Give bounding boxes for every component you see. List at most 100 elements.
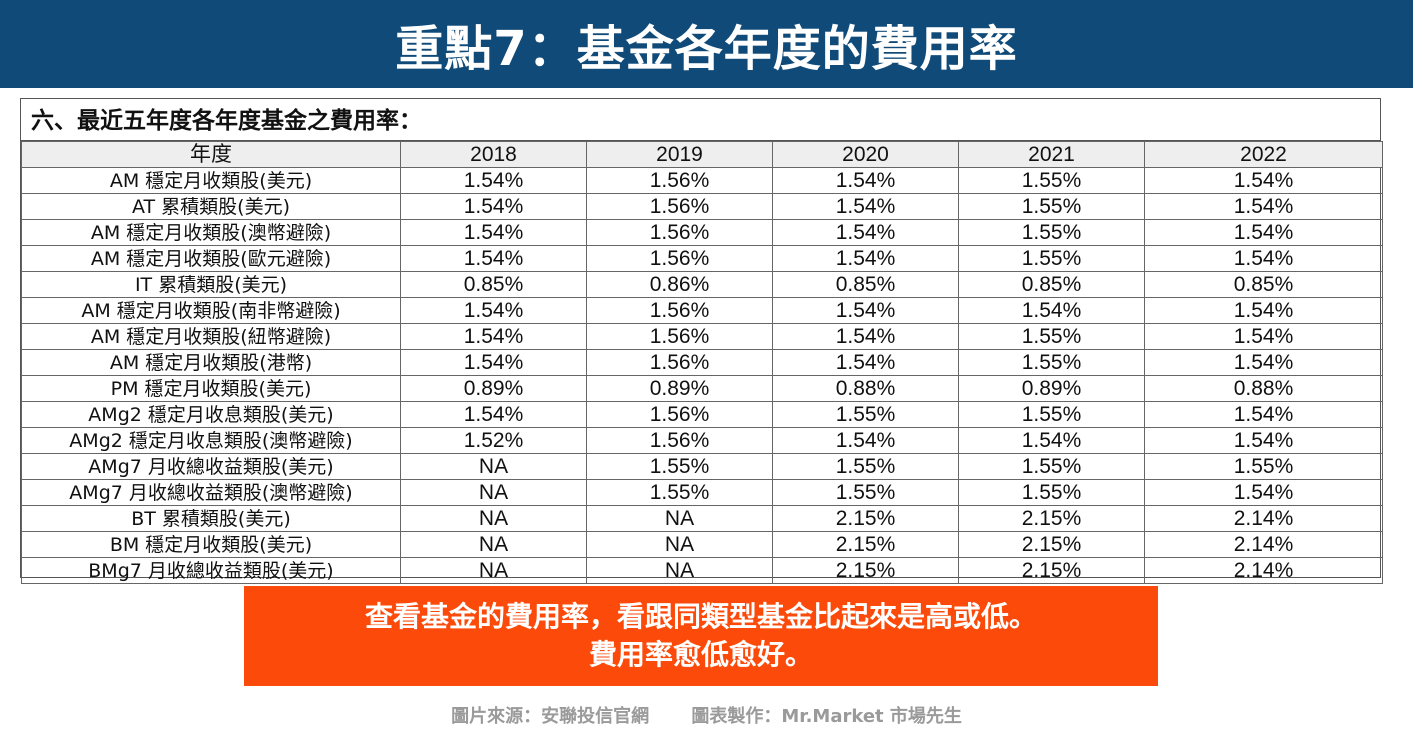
expense-ratio-cell: 1.54% xyxy=(772,219,959,246)
expense-ratio-cell: 2.15% xyxy=(772,557,959,584)
expense-ratio-cell: 1.54% xyxy=(1144,245,1383,272)
fund-class-cell: AM 穩定月收類股(紐幣避險) xyxy=(21,323,401,350)
expense-ratio-cell: 1.54% xyxy=(400,349,587,376)
table-row: AM 穩定月收類股(南非幣避險) 1.54% 1.56% 1.54% 1.54% 1.54… xyxy=(21,297,1383,324)
header-cell: 2021 xyxy=(958,141,1145,168)
expense-ratio-cell: 0.88% xyxy=(772,375,959,402)
expense-ratio-cell: 1.55% xyxy=(958,401,1145,428)
expense-ratio-cell: 1.55% xyxy=(586,479,773,506)
expense-ratio-cell: 0.85% xyxy=(400,271,587,298)
expense-ratio-cell: 2.14% xyxy=(1144,505,1383,532)
expense-ratio-cell: 1.54% xyxy=(400,193,587,220)
expense-ratio-cell: 2.15% xyxy=(958,557,1145,584)
fund-class-cell: BT 累積類股(美元) xyxy=(21,505,401,532)
expense-ratio-cell: 1.55% xyxy=(772,453,959,480)
expense-ratio-cell: 1.55% xyxy=(772,401,959,428)
table-row: AM 穩定月收類股(紐幣避險) 1.54% 1.56% 1.54% 1.55% 1.54% xyxy=(21,323,1383,350)
table-row: AMg2 穩定月收息類股(美元) 1.54% 1.56% 1.55% 1.55% 1.54… xyxy=(21,401,1383,428)
expense-ratio-cell: 1.54% xyxy=(400,245,587,272)
header-cell: 2019 xyxy=(586,141,773,168)
source-credit: 圖片來源：安聯投信官網 xyxy=(451,706,650,727)
fund-class-cell: AM 穩定月收類股(美元) xyxy=(21,167,401,194)
expense-ratio-cell: 0.89% xyxy=(586,375,773,402)
table-row: AMg2 穩定月收息類股(澳幣避險) 1.52% 1.56% 1.54% 1.54% 1.… xyxy=(21,427,1383,454)
expense-ratio-cell: 0.85% xyxy=(772,271,959,298)
fund-class-cell: AMg7 月收總收益類股(澳幣避險) xyxy=(21,479,401,506)
table-row: IT 累積類股(美元) 0.85% 0.86% 0.85% 0.85% 0.85% xyxy=(21,271,1383,298)
expense-ratio-cell: 1.55% xyxy=(958,323,1145,350)
expense-ratio-cell: 2.15% xyxy=(772,505,959,532)
expense-ratio-cell: 1.54% xyxy=(772,245,959,272)
fund-class-cell: AMg2 穩定月收息類股(澳幣避險) xyxy=(21,427,401,454)
expense-ratio-cell: 1.54% xyxy=(400,219,587,246)
expense-ratio-cell: 1.54% xyxy=(1144,323,1383,350)
table-row: AMg7 月收總收益類股(美元) NA 1.55% 1.55% 1.55% 1.55% xyxy=(21,453,1383,480)
header-cell: 2020 xyxy=(772,141,959,168)
callout-box: 查看基金的費用率，看跟同類型基金比起來是高或低。 費用率愈低愈好。 xyxy=(244,586,1158,686)
document-heading: 六、最近五年度各年度基金之費用率： xyxy=(21,99,1380,141)
expense-ratio-cell: 1.56% xyxy=(586,427,773,454)
expense-ratio-cell: 1.55% xyxy=(772,479,959,506)
callout-line-2: 費用率愈低愈好。 xyxy=(588,638,813,671)
table-body: AM 穩定月收類股(美元) 1.54% 1.56% 1.54% 1.55% 1.54% AT… xyxy=(21,167,1383,584)
table-row: AM 穩定月收類股(港幣) 1.54% 1.56% 1.54% 1.55% 1.54% xyxy=(21,349,1383,376)
table-row: AM 穩定月收類股(美元) 1.54% 1.56% 1.54% 1.55% 1.54% xyxy=(21,167,1383,194)
fund-class-cell: IT 累積類股(美元) xyxy=(21,271,401,298)
maker-credit: 圖表製作：Mr.Market 市場先生 xyxy=(691,706,962,727)
expense-ratio-cell: 0.89% xyxy=(400,375,587,402)
expense-ratio-cell: 2.15% xyxy=(958,505,1145,532)
fund-class-cell: PM 穩定月收類股(美元) xyxy=(21,375,401,402)
expense-ratio-cell: 1.54% xyxy=(1144,297,1383,324)
expense-ratio-cell: 2.15% xyxy=(958,531,1145,558)
expense-ratio-cell: 1.54% xyxy=(772,427,959,454)
title-banner: 重點7：基金各年度的費用率 xyxy=(0,0,1413,88)
expense-ratio-cell: 1.55% xyxy=(958,479,1145,506)
expense-ratio-cell: 0.89% xyxy=(958,375,1145,402)
table-row: AM 穩定月收類股(歐元避險) 1.54% 1.56% 1.54% 1.55% 1.54% xyxy=(21,245,1383,272)
expense-ratio-cell: 1.55% xyxy=(958,193,1145,220)
expense-ratio-cell: NA xyxy=(400,479,587,506)
expense-ratio-cell: NA xyxy=(400,505,587,532)
expense-ratio-cell: 1.54% xyxy=(400,167,587,194)
expense-ratio-cell: 1.54% xyxy=(1144,193,1383,220)
expense-ratio-cell: 1.54% xyxy=(400,297,587,324)
table-header-row: 年度 2018 2019 2020 2021 2022 xyxy=(21,141,1383,168)
expense-ratio-cell: NA xyxy=(586,557,773,584)
expense-ratio-cell: 0.85% xyxy=(958,271,1145,298)
expense-ratio-cell: 1.55% xyxy=(586,453,773,480)
table-row: BT 累積類股(美元) NA NA 2.15% 2.15% 2.14% xyxy=(21,505,1383,532)
expense-ratio-cell: 2.14% xyxy=(1144,557,1383,584)
expense-ratio-cell: 1.54% xyxy=(1144,401,1383,428)
expense-ratio-cell: 1.54% xyxy=(400,401,587,428)
header-cell: 年度 xyxy=(21,141,401,168)
expense-ratio-cell: 1.56% xyxy=(586,323,773,350)
expense-ratio-cell: 1.54% xyxy=(1144,219,1383,246)
table-row: AMg7 月收總收益類股(澳幣避險) NA 1.55% 1.55% 1.55% 1.54% xyxy=(21,479,1383,506)
expense-ratio-cell: 1.54% xyxy=(772,193,959,220)
expense-ratio-cell: 0.88% xyxy=(1144,375,1383,402)
table-row: BM 穩定月收類股(美元) NA NA 2.15% 2.15% 2.14% xyxy=(21,531,1383,558)
fund-class-cell: AMg2 穩定月收息類股(美元) xyxy=(21,401,401,428)
expense-ratio-table: 年度 2018 2019 2020 2021 2022 AM 穩定月收類股(美元… xyxy=(21,141,1383,584)
table-row: AT 累積類股(美元) 1.54% 1.56% 1.54% 1.55% 1.54% xyxy=(21,193,1383,220)
fund-class-cell: AM 穩定月收類股(港幣) xyxy=(21,349,401,376)
expense-ratio-cell: 1.54% xyxy=(1144,349,1383,376)
expense-ratio-cell: 1.56% xyxy=(586,297,773,324)
expense-ratio-cell: 1.54% xyxy=(772,297,959,324)
callout-line-1: 查看基金的費用率，看跟同類型基金比起來是高或低。 xyxy=(364,600,1037,633)
fund-class-cell: BM 穩定月收類股(美元) xyxy=(21,531,401,558)
expense-ratio-cell: 1.52% xyxy=(400,427,587,454)
expense-ratio-cell: 1.55% xyxy=(958,219,1145,246)
expense-ratio-cell: 1.56% xyxy=(586,401,773,428)
expense-ratio-cell: 0.85% xyxy=(1144,271,1383,298)
expense-ratio-cell: 1.54% xyxy=(772,167,959,194)
expense-ratio-cell: 1.54% xyxy=(772,323,959,350)
expense-ratio-cell: 1.55% xyxy=(958,245,1145,272)
expense-ratio-cell: 1.56% xyxy=(586,349,773,376)
fund-class-cell: AM 穩定月收類股(歐元避險) xyxy=(21,245,401,272)
header-cell: 2018 xyxy=(400,141,587,168)
expense-ratio-cell: 1.55% xyxy=(958,167,1145,194)
fund-class-cell: BMg7 月收總收益類股(美元) xyxy=(21,557,401,584)
expense-ratio-cell: 1.54% xyxy=(1144,167,1383,194)
expense-ratio-cell: 1.56% xyxy=(586,167,773,194)
